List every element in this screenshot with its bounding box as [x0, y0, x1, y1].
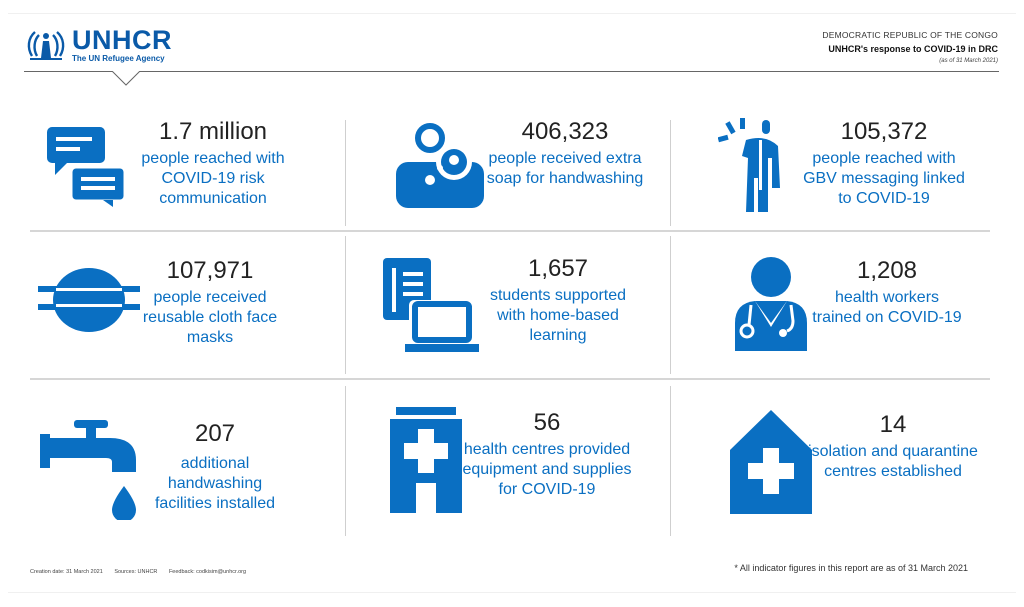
indicator-value: 1,657: [527, 255, 589, 282]
grid-divider: [345, 120, 346, 226]
health-worker-icon: [735, 257, 807, 351]
indicator-home-learning: 1,657 students supported with home-based…: [476, 254, 640, 346]
quarantine-centre-icon: [730, 410, 812, 514]
footer-meta: Creation date: 31 March 2021 Sources: UN…: [30, 569, 256, 575]
indicator-value: 107,971: [166, 257, 254, 284]
soap-icon: [396, 123, 484, 208]
grid-divider: [670, 120, 671, 226]
indicator-value: 207: [194, 420, 236, 447]
report-header: DEMOCRATIC REPUBLIC OF THE CONGO UNHCR's…: [822, 30, 998, 64]
indicator-health-workers: 1,208 health workers trained on COVID-19: [812, 256, 962, 328]
grid-divider: [30, 230, 990, 232]
report-title: UNHCR's response to COVID-19 in DRC: [828, 44, 998, 54]
grid-divider: [345, 386, 346, 536]
indicator-description: people received reusable cloth face mask…: [142, 289, 278, 346]
water-tap-icon: [40, 420, 136, 520]
indicator-description: health workers trained on COVID-19: [812, 289, 962, 326]
indicator-value: 1,208: [856, 257, 918, 284]
indicator-description: students supported with home-based learn…: [489, 287, 627, 344]
indicator-handwashing: 207 additional handwashing facilities in…: [140, 420, 290, 514]
indicator-quarantine: 14 isolation and quarantine centres esta…: [808, 410, 978, 482]
report-date: (as of 31 March 2021): [939, 58, 998, 64]
indicator-description: additional handwashing facilities instal…: [154, 455, 276, 512]
indicator-risk-communication: 1.7 million people reached with COVID-19…: [118, 117, 308, 209]
grid-divider: [670, 236, 671, 374]
face-mask-icon: [38, 268, 140, 332]
indicator-description: people received extra soap for handwashi…: [486, 150, 644, 187]
feedback-email[interactable]: Feedback: codkisim@unhcr.org: [168, 569, 247, 575]
indicator-description: health centres provided equipment and su…: [462, 441, 632, 498]
top-border: [8, 13, 1016, 14]
unhcr-logo[interactable]: UNHCR The UN Refugee Agency: [24, 26, 172, 64]
indicator-health-centres: 56 health centres provided equipment and…: [460, 408, 634, 500]
grid-divider: [670, 386, 671, 536]
indicator-value: 406,323: [521, 118, 609, 145]
indicator-description: people reached with COVID-19 risk commun…: [141, 150, 285, 207]
country-name: DEMOCRATIC REPUBLIC OF THE CONGO: [822, 30, 998, 40]
brand-tagline: The UN Refugee Agency: [72, 54, 165, 63]
grid-divider: [30, 378, 990, 380]
indicator-description: people reached with GBV messaging linked…: [803, 150, 965, 207]
creation-date: Creation date: 31 March 2021: [30, 569, 103, 575]
indicator-gbv: 105,372 people reached with GBV messagin…: [795, 117, 973, 209]
health-centre-icon: [390, 407, 462, 513]
grid-divider: [345, 236, 346, 374]
indicator-face-masks: 107,971 people received reusable cloth f…: [135, 256, 285, 348]
indicator-soap: 406,323 people received extra soap for h…: [480, 117, 650, 189]
indicator-value: 14: [879, 411, 907, 438]
speech-bubbles-icon: [47, 127, 127, 207]
indicator-description: isolation and quarantine centres establi…: [808, 443, 978, 480]
gbv-person-icon: [718, 118, 780, 212]
sources: Sources: UNHCR: [114, 569, 158, 575]
header-divider: [24, 71, 999, 72]
divider-notch: [112, 71, 140, 86]
unhcr-emblem-icon: [27, 31, 65, 60]
indicator-value: 56: [533, 409, 561, 436]
indicator-value: 1.7 million: [158, 118, 268, 145]
bottom-border: [8, 592, 1016, 593]
brand-name: UNHCR: [72, 25, 172, 55]
indicator-value: 105,372: [840, 118, 928, 145]
book-laptop-icon: [383, 258, 479, 352]
footnote: * All indicator figures in this report a…: [734, 563, 968, 573]
